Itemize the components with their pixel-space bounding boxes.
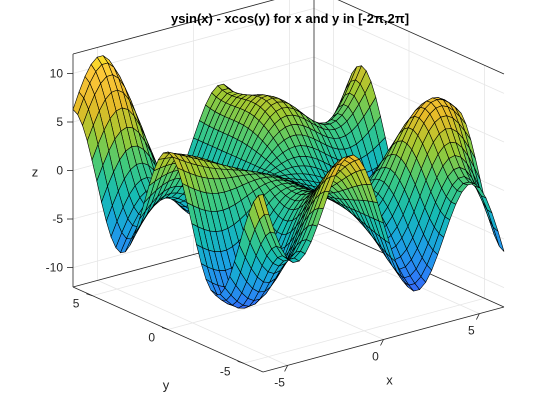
z-tick-label: -5	[52, 212, 63, 226]
wall-grid-z	[72, 8, 315, 74]
y-axis-label: y	[163, 378, 170, 393]
x-tick-mark	[284, 365, 288, 372]
z-tick-label: 10	[50, 66, 64, 80]
z-tick-label: 5	[56, 115, 63, 129]
chart-title: ysin(x) - xcos(y) for x and y in [-2π,2π…	[171, 11, 409, 26]
floor-grid-y	[167, 264, 410, 330]
x-axis-label: x	[386, 373, 393, 388]
box-edge	[72, 0, 275, 55]
z-axis-label: z	[32, 165, 39, 180]
y-tick-mark	[86, 293, 93, 297]
x-tick-label: 5	[468, 324, 475, 338]
x-tick-label: 0	[372, 350, 379, 364]
floor-grid-y	[243, 297, 485, 364]
y-tick-label: 5	[73, 297, 80, 311]
axes-front	[67, 54, 505, 373]
wall-grid-z	[313, 56, 505, 143]
x-tick-mark	[380, 339, 384, 346]
x-tick-mark	[476, 313, 480, 320]
surface-mesh	[72, 55, 505, 309]
surface-patch	[257, 194, 270, 216]
y-tick-mark	[237, 360, 244, 364]
z-tick-label: -10	[46, 261, 64, 275]
axis-labels: -5 0 5 -5 0 5 -10 -5 0 5 10 x y z	[32, 66, 475, 392]
y-tick-label: -5	[220, 364, 231, 378]
z-tick-label: 0	[56, 164, 63, 178]
y-tick-mark	[161, 327, 169, 330]
y-tick-label: 0	[148, 331, 155, 345]
wall-grid-z	[313, 8, 505, 94]
box-edge	[337, 0, 505, 75]
x-tick-label: -5	[274, 375, 285, 389]
